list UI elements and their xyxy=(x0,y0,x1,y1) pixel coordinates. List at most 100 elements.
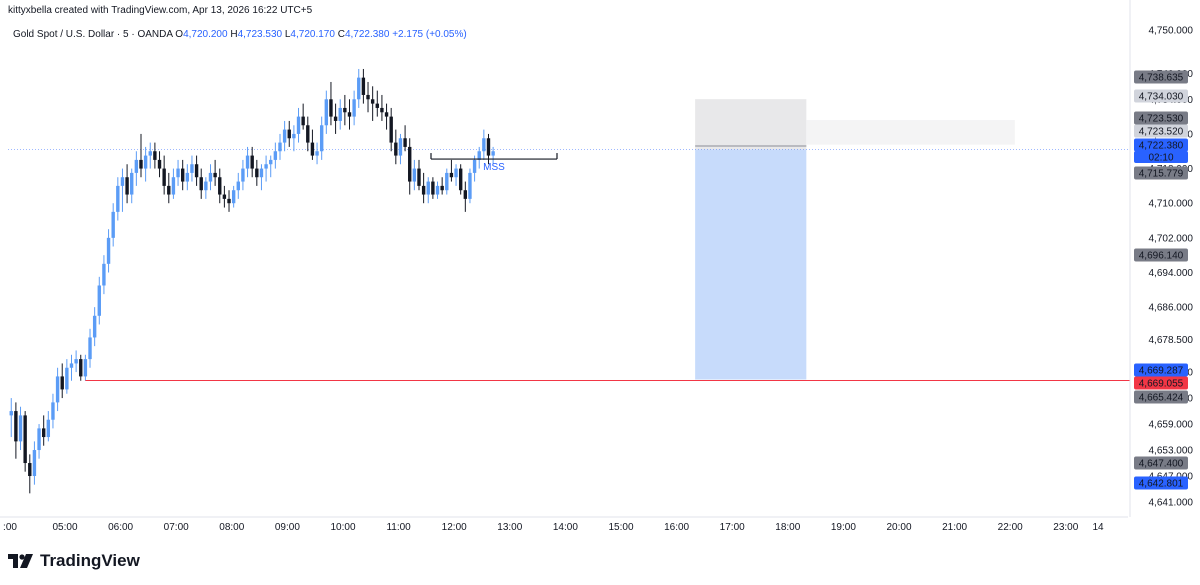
candle-body xyxy=(282,129,287,143)
candle-body xyxy=(97,285,101,316)
price-label: 4,715.779 xyxy=(1134,166,1188,180)
price-label-box xyxy=(1134,248,1188,262)
price-label-box xyxy=(1134,151,1188,163)
price-label-text: 4,669.287 xyxy=(1139,366,1184,377)
time-tick: 20:00 xyxy=(886,522,911,533)
price-tick: 4,678.500 xyxy=(1149,335,1194,346)
candle xyxy=(79,354,83,381)
candle xyxy=(111,203,115,247)
candle xyxy=(116,177,120,221)
candle xyxy=(431,177,435,199)
candle-body xyxy=(92,315,97,338)
candle-body xyxy=(319,125,324,152)
price-label: 4,722.380 xyxy=(1134,138,1188,152)
candle-body xyxy=(111,211,115,238)
candle-body xyxy=(227,198,231,204)
time-axis: :00 05:00 06:00 07:00 08:00 09:00 10:00 11:00 12… xyxy=(0,516,1128,533)
time-tick: 19:00 xyxy=(831,522,856,533)
close-value: 4,722.380 xyxy=(344,29,390,40)
candle xyxy=(46,411,51,442)
tradingview-brand[interactable]: TradingView xyxy=(8,551,140,571)
candle xyxy=(273,142,278,169)
price-label-text: 4,665.424 xyxy=(1139,393,1184,404)
price-label-box xyxy=(1134,70,1188,84)
time-tick: 08:00 xyxy=(219,522,244,533)
candle-body xyxy=(32,450,37,477)
price-tick: 4,694.000 xyxy=(1149,268,1194,279)
price-label-box xyxy=(1134,124,1188,138)
candle xyxy=(37,424,41,459)
time-tick: 17:00 xyxy=(720,522,745,533)
price-label-box xyxy=(1134,363,1188,377)
candle xyxy=(375,90,379,117)
candle xyxy=(176,159,180,186)
candle-body xyxy=(143,155,148,169)
candle xyxy=(352,90,356,126)
price-label-text: 4,647.400 xyxy=(1139,459,1184,470)
candle xyxy=(157,151,162,178)
candle xyxy=(278,133,282,160)
candle xyxy=(347,99,352,130)
candle xyxy=(231,185,236,208)
candle xyxy=(338,99,342,130)
candle xyxy=(449,159,454,182)
projection-zone xyxy=(806,120,1015,145)
time-tick: 11:00 xyxy=(386,522,411,533)
high-value: 4,723.530 xyxy=(237,29,283,40)
candle-body xyxy=(482,138,486,152)
candle xyxy=(491,146,495,165)
candle xyxy=(120,168,125,212)
candle xyxy=(69,354,74,381)
candle-body xyxy=(445,172,449,191)
price-label-text: 4,722.380 xyxy=(1139,141,1184,152)
price-label-box xyxy=(1134,138,1188,152)
candle xyxy=(296,107,301,143)
position-zones xyxy=(695,99,1015,380)
candle-body xyxy=(292,133,296,139)
candle xyxy=(282,120,287,152)
price-label-box xyxy=(1134,390,1188,404)
candle xyxy=(143,146,148,182)
candle xyxy=(421,172,426,204)
candle xyxy=(194,155,199,186)
candle-body xyxy=(278,142,282,152)
candle xyxy=(269,155,273,178)
time-tick: 06:00 xyxy=(108,522,133,533)
open-value: 4,720.200 xyxy=(183,29,228,40)
candle xyxy=(264,155,268,182)
price-tick: 4,702.000 xyxy=(1149,233,1194,244)
candle xyxy=(370,86,375,121)
time-tick: 10:00 xyxy=(330,522,355,533)
candle xyxy=(426,177,430,204)
candle-body xyxy=(69,363,74,368)
price-label-box xyxy=(1134,476,1188,490)
price-label: 4,647.400 xyxy=(1134,456,1188,470)
candle xyxy=(139,133,143,178)
candle-body xyxy=(384,112,389,117)
candle-body xyxy=(255,168,259,178)
candle-body xyxy=(273,151,278,160)
candle xyxy=(333,103,338,134)
candle xyxy=(301,103,305,130)
symbol-legend[interactable]: Gold Spot / U.S. Dollar · 5 · OANDA O4,7… xyxy=(13,29,467,40)
candle-body xyxy=(315,151,319,156)
price-label-box xyxy=(1134,111,1188,125)
candle-body xyxy=(134,159,139,173)
close-label: C xyxy=(337,29,345,40)
candle-body xyxy=(269,159,273,165)
time-tick: 22:00 xyxy=(998,522,1023,533)
candle xyxy=(41,415,46,446)
time-tick: 23:00 xyxy=(1053,522,1078,533)
candle-body xyxy=(491,151,495,156)
candle-body xyxy=(51,402,55,420)
price-tick: 4,710.000 xyxy=(1149,199,1194,210)
candle xyxy=(394,129,398,165)
candle xyxy=(180,159,185,191)
candle-body xyxy=(412,168,417,182)
time-tick: 16:00 xyxy=(664,522,689,533)
candle-body xyxy=(463,190,468,199)
candle-body xyxy=(352,99,356,117)
candle-body xyxy=(426,181,430,195)
candle-body xyxy=(213,172,217,178)
